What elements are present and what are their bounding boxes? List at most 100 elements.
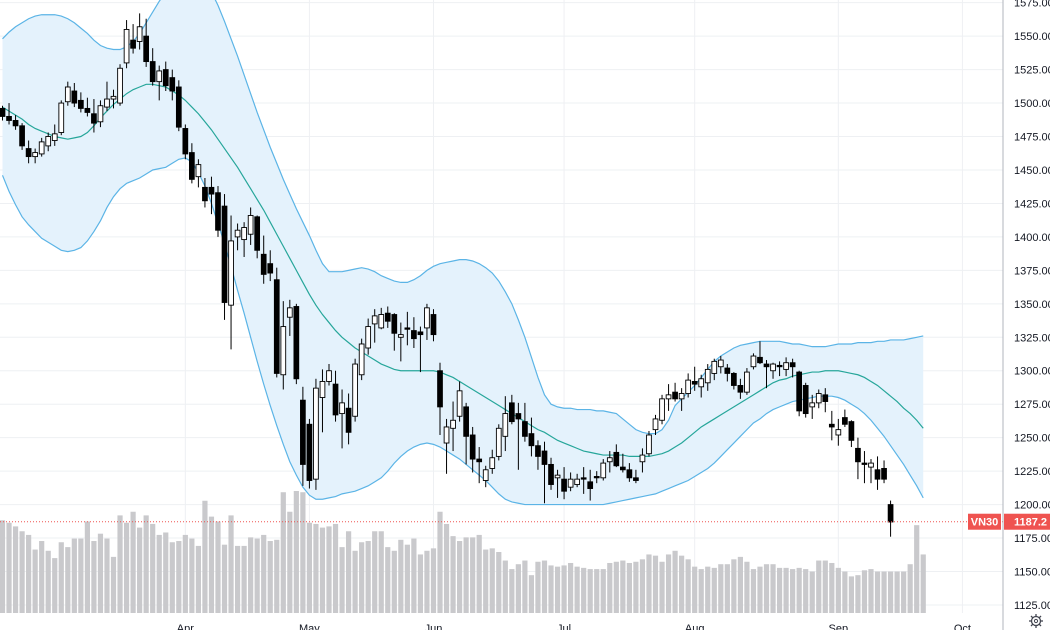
volume-bar <box>848 576 854 613</box>
candle <box>868 459 874 484</box>
candle <box>456 381 463 422</box>
volume-bar <box>267 541 273 613</box>
candle-body <box>554 474 561 479</box>
volume-bar <box>763 564 770 613</box>
candle <box>286 299 293 336</box>
candle-body <box>313 387 319 480</box>
volume-bar <box>496 552 502 613</box>
candle-body <box>352 363 358 417</box>
volume-bar <box>359 542 365 613</box>
candle-body <box>626 469 633 479</box>
candle-body <box>345 407 352 433</box>
volume-bar <box>829 562 835 613</box>
volume-bar <box>692 566 698 613</box>
volume-bar <box>796 567 802 613</box>
candle-body <box>463 406 469 437</box>
candle-body <box>267 263 274 274</box>
candle-body <box>711 360 718 374</box>
candle <box>881 460 887 484</box>
settings-gear-icon[interactable] <box>1029 614 1043 628</box>
x-axis-labels: Apr May Jun Jul Aug Sep Oct <box>177 623 971 630</box>
candle-body <box>522 421 528 437</box>
candle-body <box>384 312 391 322</box>
candle <box>763 360 770 389</box>
volume-bar <box>607 562 613 613</box>
candle <box>51 124 58 146</box>
volume-bar <box>71 538 77 613</box>
y-tick-label: 1325.00 <box>1014 332 1050 344</box>
candle-body <box>476 458 483 463</box>
candle <box>600 459 607 481</box>
candle <box>78 92 84 113</box>
candle-body <box>84 107 91 113</box>
candle <box>437 362 443 435</box>
candle <box>842 409 848 427</box>
candle-body <box>371 315 378 325</box>
candle <box>848 420 855 448</box>
volume-bar <box>790 569 796 613</box>
candle <box>12 115 19 130</box>
candle-body <box>228 240 234 306</box>
candle-body <box>300 399 306 465</box>
basis-line <box>2 83 924 458</box>
candle-body <box>189 152 195 180</box>
candle-body <box>809 402 816 408</box>
candle <box>508 394 515 425</box>
candle <box>463 402 469 465</box>
candle-body <box>32 152 39 158</box>
candle-body <box>672 391 678 400</box>
candle <box>267 250 274 282</box>
candle <box>855 437 861 480</box>
candle-body <box>123 28 130 64</box>
candle-body <box>391 314 398 334</box>
volume-bar <box>221 544 228 613</box>
candle-body <box>868 462 874 468</box>
candle <box>724 364 731 382</box>
volume-bar <box>19 531 25 613</box>
volume-bar <box>339 547 345 613</box>
candle-body <box>887 504 894 523</box>
volume-bar <box>189 538 195 613</box>
candle-body <box>319 381 326 398</box>
candle <box>182 124 189 160</box>
candle-body <box>260 253 267 275</box>
candle-body <box>639 454 646 463</box>
volume-bar <box>372 531 378 613</box>
candle-body <box>71 90 78 104</box>
candle <box>97 100 104 128</box>
volume-bar <box>574 566 580 613</box>
volume-bar <box>32 549 38 613</box>
volume-bar <box>561 565 567 613</box>
volume-bar <box>150 523 156 613</box>
volume-bar <box>0 520 6 613</box>
x-tick-label: Sep <box>829 623 849 630</box>
candle-body <box>842 417 848 425</box>
candle <box>215 186 221 237</box>
volume-bar <box>724 564 730 613</box>
candle <box>293 303 300 385</box>
candle-body <box>97 105 104 123</box>
volume-bar <box>352 550 358 613</box>
y-tick-label: 1550.00 <box>1014 31 1050 43</box>
candle-body <box>717 359 724 368</box>
candle <box>515 402 522 470</box>
volume-bar <box>548 565 554 613</box>
volume-bar <box>293 491 299 613</box>
candle-body <box>208 186 215 195</box>
candle <box>528 417 535 457</box>
candle <box>678 388 685 411</box>
candle-body <box>91 113 97 124</box>
volume-bar <box>698 569 704 613</box>
candle <box>737 378 744 399</box>
candle <box>384 306 391 328</box>
candle-body <box>411 330 417 340</box>
candle <box>731 372 737 390</box>
volume-bar <box>450 536 456 613</box>
volume-bar <box>809 571 815 613</box>
candle <box>32 148 39 164</box>
candle-body <box>443 426 450 444</box>
candle <box>672 382 678 402</box>
candle-body <box>397 334 404 338</box>
candle-body <box>149 61 156 83</box>
